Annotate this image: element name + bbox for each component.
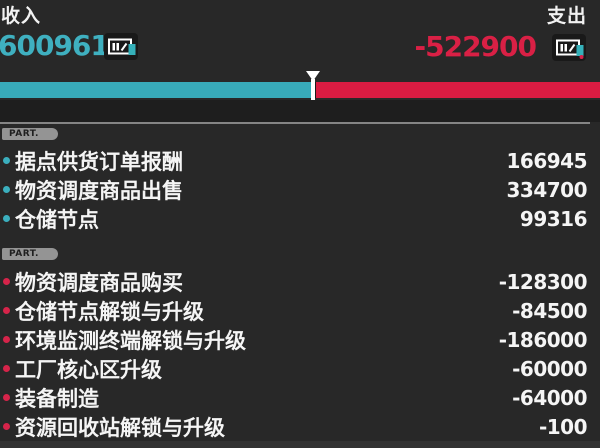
- expense-ledger-list: 物资调度商品购买 -128300 仓储节点解锁与升级 -84500 环境监测终端解锁与升…: [0, 267, 600, 441]
- ledger-item-label: 物资调度商品出售: [15, 178, 183, 203]
- ledger-row[interactable]: 资源回收站解锁与升级 -100: [0, 412, 600, 441]
- expense-part-badge: PART.: [2, 248, 58, 260]
- bottom-edge-strip: [0, 441, 600, 448]
- ledger-row[interactable]: 物资调度商品出售 334700: [0, 175, 600, 204]
- expense-bar-segment: [316, 82, 600, 98]
- ledger-item-label: 工厂核心区升级: [15, 357, 162, 382]
- bullet-icon: [3, 157, 10, 164]
- section-divider-band: [0, 100, 600, 122]
- bullet-icon: [3, 307, 10, 314]
- bullet-icon: [3, 394, 10, 401]
- currency-banknote-icon[interactable]: [552, 34, 586, 61]
- bar-ratio-marker-triangle: [306, 71, 320, 81]
- ledger-item-value: -60000: [512, 356, 587, 381]
- income-ledger-list: 据点供货订单报酬 166945 物资调度商品出售 334700 仓储节点 99316: [0, 146, 600, 233]
- ledger-item-label: 仓储节点解锁与升级: [15, 299, 204, 324]
- bar-divider-handle: [311, 79, 315, 100]
- ledger-item-value: -186000: [498, 327, 588, 352]
- ledger-row[interactable]: 仓储节点 99316: [0, 204, 600, 233]
- ledger-item-label: 物资调度商品购买: [15, 270, 183, 295]
- currency-banknote-icon[interactable]: [104, 33, 138, 60]
- ledger-item-value: -100: [538, 414, 588, 439]
- income-part-badge: PART.: [2, 128, 58, 140]
- bullet-icon: [3, 423, 10, 430]
- income-expense-ratio-bar: [0, 79, 600, 100]
- ledger-row[interactable]: 环境监测终端解锁与升级 -186000: [0, 325, 600, 354]
- ledger-item-label: 资源回收站解锁与升级: [15, 415, 225, 440]
- ledger-item-value: -84500: [512, 298, 587, 323]
- bullet-icon: [3, 215, 10, 222]
- bullet-icon: [3, 278, 10, 285]
- ledger-item-label: 据点供货订单报酬: [15, 149, 183, 174]
- ledger-item-label: 环境监测终端解锁与升级: [15, 328, 246, 353]
- ledger-item-value: -64000: [512, 385, 587, 410]
- expense-total-amount: -522900: [414, 30, 537, 63]
- separator-line: [0, 122, 590, 124]
- income-total-amount: 600961: [0, 29, 110, 62]
- expense-section-title: 支出: [546, 5, 587, 27]
- ledger-item-label: 装备制造: [15, 386, 99, 411]
- ledger-item-value: 334700: [506, 177, 588, 202]
- ledger-item-value: 99316: [519, 206, 588, 231]
- bullet-icon: [3, 336, 10, 343]
- ledger-row[interactable]: 装备制造 -64000: [0, 383, 600, 412]
- ledger-row[interactable]: 物资调度商品购买 -128300: [0, 267, 600, 296]
- ledger-row[interactable]: 据点供货订单报酬 166945: [0, 146, 600, 175]
- income-bar-segment: [0, 82, 312, 98]
- ledger-row[interactable]: 仓储节点解锁与升级 -84500: [0, 296, 600, 325]
- bullet-icon: [3, 186, 10, 193]
- income-section-title: 收入: [1, 5, 42, 27]
- ledger-row[interactable]: 工厂核心区升级 -60000: [0, 354, 600, 383]
- ledger-item-label: 仓储节点: [15, 207, 99, 232]
- ledger-item-value: 166945: [506, 148, 588, 173]
- ledger-item-value: -128300: [498, 269, 588, 294]
- bullet-icon: [3, 365, 10, 372]
